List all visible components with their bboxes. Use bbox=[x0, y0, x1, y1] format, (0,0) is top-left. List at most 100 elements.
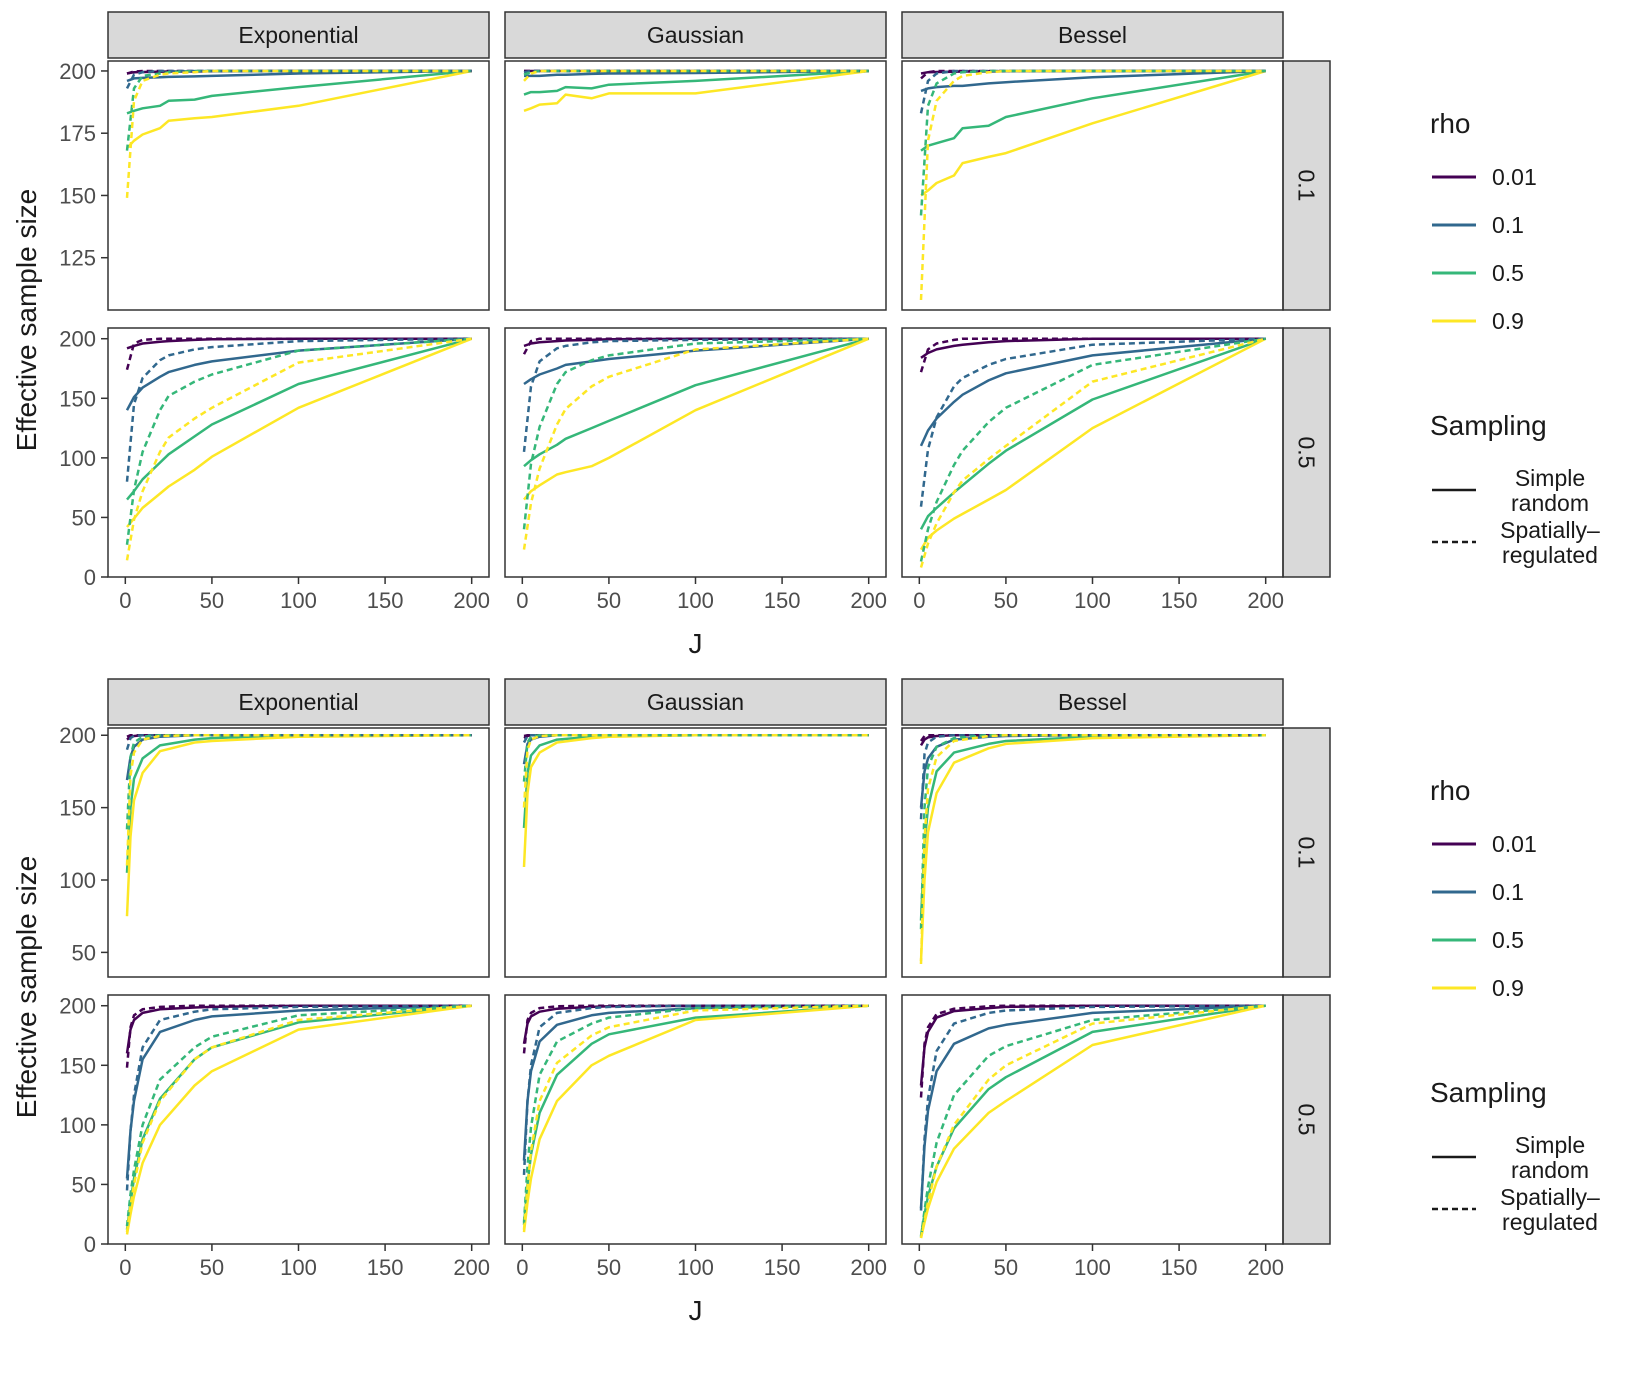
series-line-simple-rho-0.5 bbox=[523, 337, 870, 468]
series-line-simple-rho-0.5 bbox=[919, 337, 1267, 530]
panel-bessel-0-5: 0 50 100 150 200 bbox=[901, 327, 1284, 613]
series-line-spatial-rho-0.5 bbox=[919, 1004, 1266, 1238]
y-tick-label: 150 bbox=[59, 386, 96, 411]
x-tick-label: 200 bbox=[453, 1255, 490, 1280]
x-tick-label: 200 bbox=[1247, 1255, 1284, 1280]
series-line-spatial-rho-0.5 bbox=[919, 733, 1266, 930]
series-line-spatial-rho-0.9 bbox=[125, 733, 472, 866]
panel-bessel-0-1 bbox=[901, 727, 1284, 978]
x-tick-label: 0 bbox=[119, 588, 131, 613]
series-line-spatial-rho-0.9 bbox=[522, 733, 869, 808]
legend-label-sampling-spatial: regulated bbox=[1502, 542, 1598, 568]
row-strip-box bbox=[1282, 327, 1331, 578]
strip-label: Bessel bbox=[1058, 689, 1127, 715]
strip-label: Bessel bbox=[1058, 22, 1127, 48]
series-line-spatial-rho-0.1 bbox=[522, 1004, 869, 1175]
strip-label: Gaussian bbox=[647, 22, 744, 48]
legend-label-rho-0.01: 0.01 bbox=[1492, 164, 1537, 190]
series-line-simple-rho-0.5 bbox=[126, 337, 473, 501]
x-tick-label: 0 bbox=[119, 1255, 131, 1280]
series-line-simple-rho-0.1 bbox=[919, 733, 1266, 808]
y-tick-label: 50 bbox=[72, 1172, 96, 1197]
y-tick-label: 100 bbox=[59, 446, 96, 471]
x-axis-title: J bbox=[689, 628, 703, 659]
panel-bessel-0-5: 0 50 100 150 200 bbox=[901, 994, 1284, 1280]
series-line-simple-rho-0.5 bbox=[919, 1004, 1266, 1236]
series-line-spatial-rho-0.9 bbox=[125, 69, 472, 198]
series-line-simple-rho-0.9 bbox=[126, 69, 472, 150]
row-strip-0-5: 0.5 bbox=[1282, 327, 1331, 578]
series-line-spatial-rho-0.9 bbox=[919, 69, 1266, 301]
series-line-spatial-rho-0.5 bbox=[125, 337, 472, 545]
series-line-spatial-rho-0.01 bbox=[522, 337, 869, 355]
panel-border bbox=[107, 727, 490, 978]
series-line-spatial-rho-0.1 bbox=[919, 1004, 1266, 1211]
panel-border bbox=[504, 994, 887, 1245]
series-line-simple-rho-0.1 bbox=[125, 337, 472, 411]
series-line-simple-rho-0.5 bbox=[523, 69, 869, 96]
series-line-spatial-rho-0.9 bbox=[523, 69, 869, 82]
series-line-spatial-rho-0.01 bbox=[919, 1004, 1266, 1098]
x-tick-label: 150 bbox=[764, 1255, 801, 1280]
row-strip-box bbox=[1282, 994, 1331, 1245]
chart-block-1: Exponential Gaussian Bessel 0.1 0.5 125 150 175… bbox=[11, 11, 1600, 659]
panel-border bbox=[901, 60, 1284, 311]
legend-label-sampling-spatial: regulated bbox=[1502, 1209, 1598, 1235]
x-tick-label: 150 bbox=[1161, 1255, 1198, 1280]
row-strip-label: 0.1 bbox=[1294, 170, 1320, 202]
strip-label: Gaussian bbox=[647, 689, 744, 715]
series-line-spatial-rho-0.5 bbox=[522, 337, 869, 530]
series-line-simple-rho-0.5 bbox=[125, 733, 472, 873]
x-tick-label: 200 bbox=[850, 588, 887, 613]
y-tick-label: 150 bbox=[59, 796, 96, 821]
legend-label-sampling-simple: random bbox=[1511, 490, 1589, 516]
series-line-spatial-rho-0.5 bbox=[125, 69, 472, 151]
strip-gaussian: Gaussian bbox=[504, 678, 887, 726]
x-tick-label: 50 bbox=[994, 588, 1018, 613]
row-strip-label: 0.1 bbox=[1294, 837, 1320, 869]
row-strip-0-5: 0.5 bbox=[1282, 994, 1331, 1245]
panel-exponential-0-1: 125 150 175 200 bbox=[59, 59, 490, 311]
x-tick-label: 150 bbox=[764, 588, 801, 613]
x-tick-label: 200 bbox=[453, 588, 490, 613]
x-tick-label: 50 bbox=[597, 588, 621, 613]
panel-border bbox=[901, 327, 1284, 578]
series-line-spatial-rho-0.01 bbox=[125, 337, 472, 371]
series-line-simple-rho-0.9 bbox=[125, 733, 472, 917]
x-tick-label: 0 bbox=[913, 588, 925, 613]
panel-gaussian-0-1 bbox=[504, 727, 887, 978]
series-line-simple-rho-0.5 bbox=[522, 733, 869, 828]
strip-exponential: Exponential bbox=[107, 678, 490, 726]
y-tick-label: 50 bbox=[72, 505, 96, 530]
series-line-simple-rho-0.5 bbox=[522, 1004, 869, 1226]
panel-border bbox=[901, 727, 1284, 978]
strip-label: Exponential bbox=[238, 22, 358, 48]
x-tick-label: 100 bbox=[280, 1255, 317, 1280]
x-tick-label: 100 bbox=[1074, 588, 1111, 613]
series-line-spatial-rho-0.5 bbox=[919, 337, 1266, 562]
series-line-spatial-rho-0.01 bbox=[522, 1004, 869, 1054]
legend-rho-title: rho bbox=[1430, 775, 1470, 806]
x-tick-label: 100 bbox=[677, 1255, 714, 1280]
x-tick-label: 0 bbox=[913, 1255, 925, 1280]
series-line-spatial-rho-0.5 bbox=[125, 733, 472, 830]
series-line-simple-rho-0.1 bbox=[920, 69, 1266, 93]
series-line-spatial-rho-0.9 bbox=[125, 337, 472, 561]
x-tick-label: 200 bbox=[1247, 588, 1284, 613]
series-line-spatial-rho-0.9 bbox=[919, 1004, 1266, 1239]
x-tick-label: 100 bbox=[280, 588, 317, 613]
series-line-simple-rho-0.9 bbox=[522, 1004, 869, 1233]
x-tick-label: 50 bbox=[597, 1255, 621, 1280]
x-tick-label: 50 bbox=[994, 1255, 1018, 1280]
strip-label: Exponential bbox=[238, 689, 358, 715]
strip-gaussian: Gaussian bbox=[504, 11, 887, 59]
x-axis-title: J bbox=[689, 1295, 703, 1326]
series-line-simple-rho-0.9 bbox=[920, 69, 1267, 197]
row-strip-label: 0.5 bbox=[1294, 1104, 1320, 1136]
x-tick-label: 100 bbox=[677, 588, 714, 613]
legend-label-rho-0.01: 0.01 bbox=[1492, 831, 1537, 857]
panel-bessel-0-1 bbox=[901, 60, 1284, 311]
series-line-simple-rho-0.1 bbox=[524, 69, 869, 78]
